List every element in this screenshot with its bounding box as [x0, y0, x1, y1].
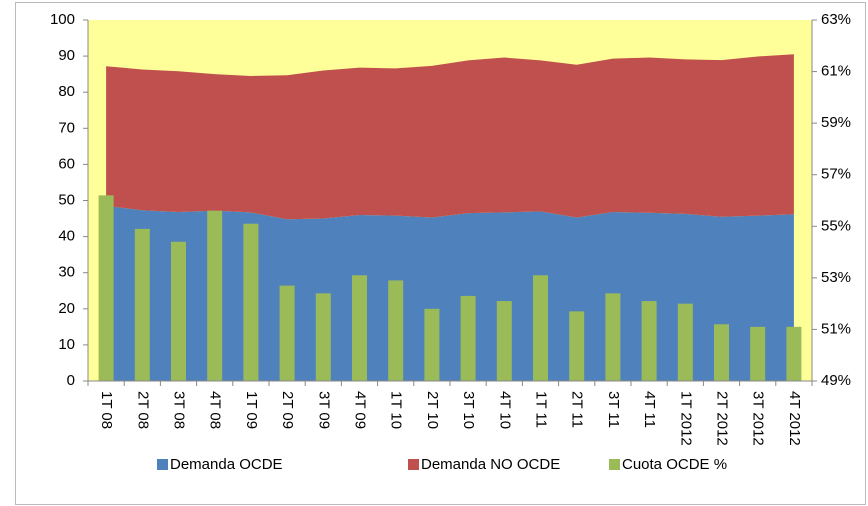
bar: [352, 275, 367, 381]
x-tick-label: 1T 08: [98, 391, 115, 429]
legend-label: Demanda OCDE: [170, 456, 283, 473]
x-tick-label: 4T 2012: [786, 391, 803, 446]
bar: [496, 301, 512, 381]
bar: [424, 308, 440, 381]
legend-swatch: [408, 459, 419, 470]
x-tick-label: 2T 09: [279, 391, 296, 429]
bar: [243, 223, 259, 381]
x-tick-label: 4T 08: [207, 391, 224, 429]
bar: [279, 285, 295, 381]
bar: [750, 326, 766, 381]
x-tick-label: 3T 11: [605, 391, 622, 428]
y-tick-label: 30: [58, 264, 75, 281]
y-tick-label: 100: [50, 11, 75, 28]
y2-tick-label: 49%: [821, 372, 851, 389]
y2-tick-label: 53%: [821, 269, 851, 286]
y-tick-label: 50: [58, 191, 75, 208]
x-tick-label: 3T 2012: [750, 391, 767, 446]
bar: [677, 303, 693, 381]
x-tick-label: 2T 11: [569, 391, 586, 428]
bar: [98, 195, 114, 381]
y-tick-label: 10: [58, 336, 75, 353]
y2-tick-label: 61%: [821, 63, 851, 80]
bar: [207, 210, 223, 381]
y-tick-label: 0: [67, 372, 75, 389]
x-tick-label: 1T 11: [533, 391, 550, 428]
x-tick-label: 1T 09: [243, 391, 260, 429]
bar: [388, 280, 404, 381]
bar: [569, 311, 585, 381]
y-tick-label: 20: [58, 300, 75, 317]
bar: [134, 228, 150, 381]
y-tick-label: 40: [58, 228, 75, 245]
x-tick-label: 4T 10: [496, 391, 513, 429]
x-tick-label: 3T 10: [460, 391, 477, 429]
y-tick-label: 90: [58, 47, 75, 64]
x-tick-label: 4T 09: [352, 391, 369, 429]
legend-label: Cuota OCDE %: [622, 456, 727, 473]
y2-tick-label: 55%: [821, 217, 851, 234]
y2-tick-label: 63%: [821, 11, 851, 28]
y-tick-label: 70: [58, 119, 75, 136]
bar: [786, 326, 802, 381]
x-tick-label: 4T 11: [641, 391, 658, 428]
x-tick-label: 1T 10: [388, 391, 405, 429]
x-tick-label: 2T 08: [134, 391, 151, 429]
bar: [605, 293, 621, 381]
bar: [641, 301, 657, 381]
y2-tick-label: 57%: [821, 166, 851, 183]
bar: [315, 293, 331, 381]
bar: [533, 275, 548, 381]
legend-swatch: [609, 459, 620, 470]
x-tick-label: 2T 2012: [714, 391, 731, 446]
area: [106, 54, 794, 220]
y2-tick-label: 59%: [821, 114, 851, 131]
bar: [714, 324, 729, 381]
area: [106, 205, 794, 381]
legend-swatch: [157, 459, 168, 470]
y-tick-label: 60: [58, 155, 75, 172]
x-tick-label: 3T 09: [315, 391, 332, 429]
y-tick-label: 80: [58, 83, 75, 100]
x-tick-label: 2T 10: [424, 391, 441, 429]
legend-label: Demanda NO OCDE: [421, 456, 560, 473]
x-tick-label: 3T 08: [171, 391, 188, 429]
bar: [171, 241, 186, 381]
y2-tick-label: 51%: [821, 320, 851, 337]
x-tick-label: 1T 2012: [677, 391, 694, 446]
bar: [460, 295, 476, 381]
